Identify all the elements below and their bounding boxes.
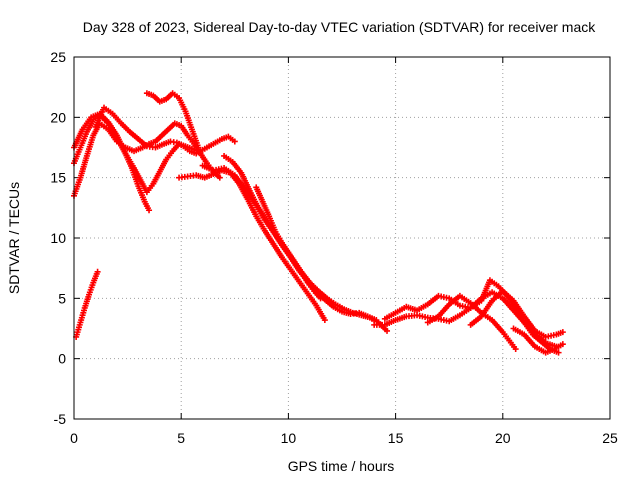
data-point [559,329,566,336]
data-point [231,138,238,145]
data-point [384,327,391,334]
grid-lines [74,57,610,419]
series-pass-j [253,184,324,302]
x-tick-label: 15 [388,430,404,446]
x-tick-label: 25 [602,430,618,446]
plot-frame [73,56,611,420]
series-pass-h [199,162,380,324]
y-tick-label: 20 [50,109,66,125]
y-tick-label: 10 [50,230,66,246]
data-point [512,346,519,353]
y-tick-label: 15 [50,170,66,186]
y-tick-label: 5 [58,290,66,306]
series-pass-o [510,325,566,356]
x-tick-label: 10 [281,430,297,446]
series-pass-f [73,268,101,340]
data-point [555,349,562,356]
data-point [94,268,101,275]
x-tick-label: 20 [495,430,511,446]
data-point [195,144,202,151]
series-pass-a [71,120,223,199]
data-points [71,90,566,356]
x-tick-label: 5 [177,430,185,446]
data-point [317,295,324,302]
series-pass-e [143,90,202,151]
series-pass-n [467,288,566,340]
series-pass-i [221,152,391,334]
data-point [146,207,153,214]
x-axis-label: GPS time / hours [288,458,395,474]
x-tick-label: 0 [70,430,78,446]
y-tick-label: 25 [50,49,66,65]
data-point [216,174,223,181]
data-point [559,341,566,348]
y-tick-label: 0 [58,351,66,367]
series-pass-d [92,104,238,157]
data-point [321,317,328,324]
y-axis-label: SDTVAR / TECUs [6,182,22,294]
y-tick-label: -5 [54,411,67,427]
chart-title: Day 328 of 2023, Sidereal Day-to-day VTE… [83,19,596,35]
